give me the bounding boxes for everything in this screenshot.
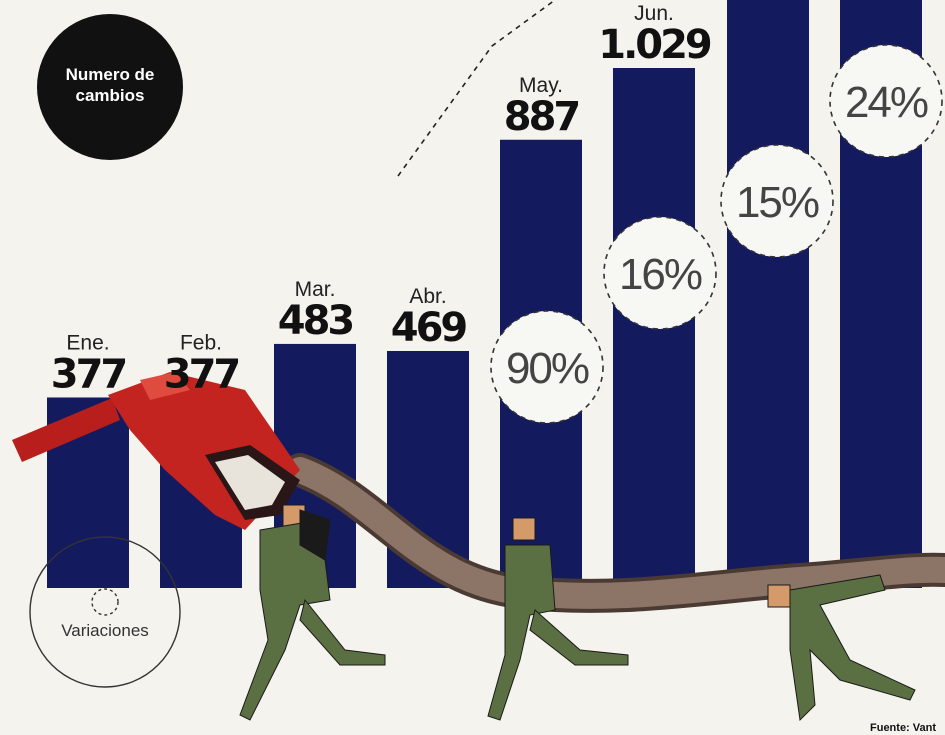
legend-variation-dashed-icon [91,588,119,616]
variation-label: 16% [619,250,702,299]
bar-value-label: 377 [51,351,126,397]
hose-highlight [287,457,945,609]
fuel-nozzle-icon [12,372,300,530]
variation-circle [603,216,717,330]
bar-value-label: 1.029 [598,22,711,68]
bar-month-label: Feb. [180,331,222,354]
variation-label: 24% [845,78,928,127]
bar-month-label: May. [519,74,563,97]
legend-variation-label: Variaciones [61,621,149,640]
legend-count-circle [37,14,183,160]
variation-circle [720,144,834,258]
runner-figures-icon [239,504,916,722]
variation-circles-group: 90% 16% 15% 24% [490,44,943,424]
variation-label: 90% [506,344,589,393]
variation-label: 15% [736,178,819,227]
variation-circle [829,44,943,158]
legend-variation-circle [29,536,181,688]
bar-value-label: 469 [391,305,467,351]
source-note: Fuente: Vant [870,722,936,734]
bar-month-label: Ene. [66,331,109,354]
legend-count-label-line1: Numero de [66,65,155,84]
bar-value-label: 483 [278,298,353,344]
bar-7 [727,0,809,588]
bar-value-label: 377 [164,351,239,397]
variation-circle [490,310,604,424]
legend-count-label-line2: cambios [76,86,145,105]
trend-dashed-line [397,0,556,177]
bar-month-label: Mar. [295,278,336,301]
bar-value-label: 887 [504,94,579,140]
bar-month-label: Jun. [634,2,674,25]
bar-month-label: Abr. [409,285,446,308]
